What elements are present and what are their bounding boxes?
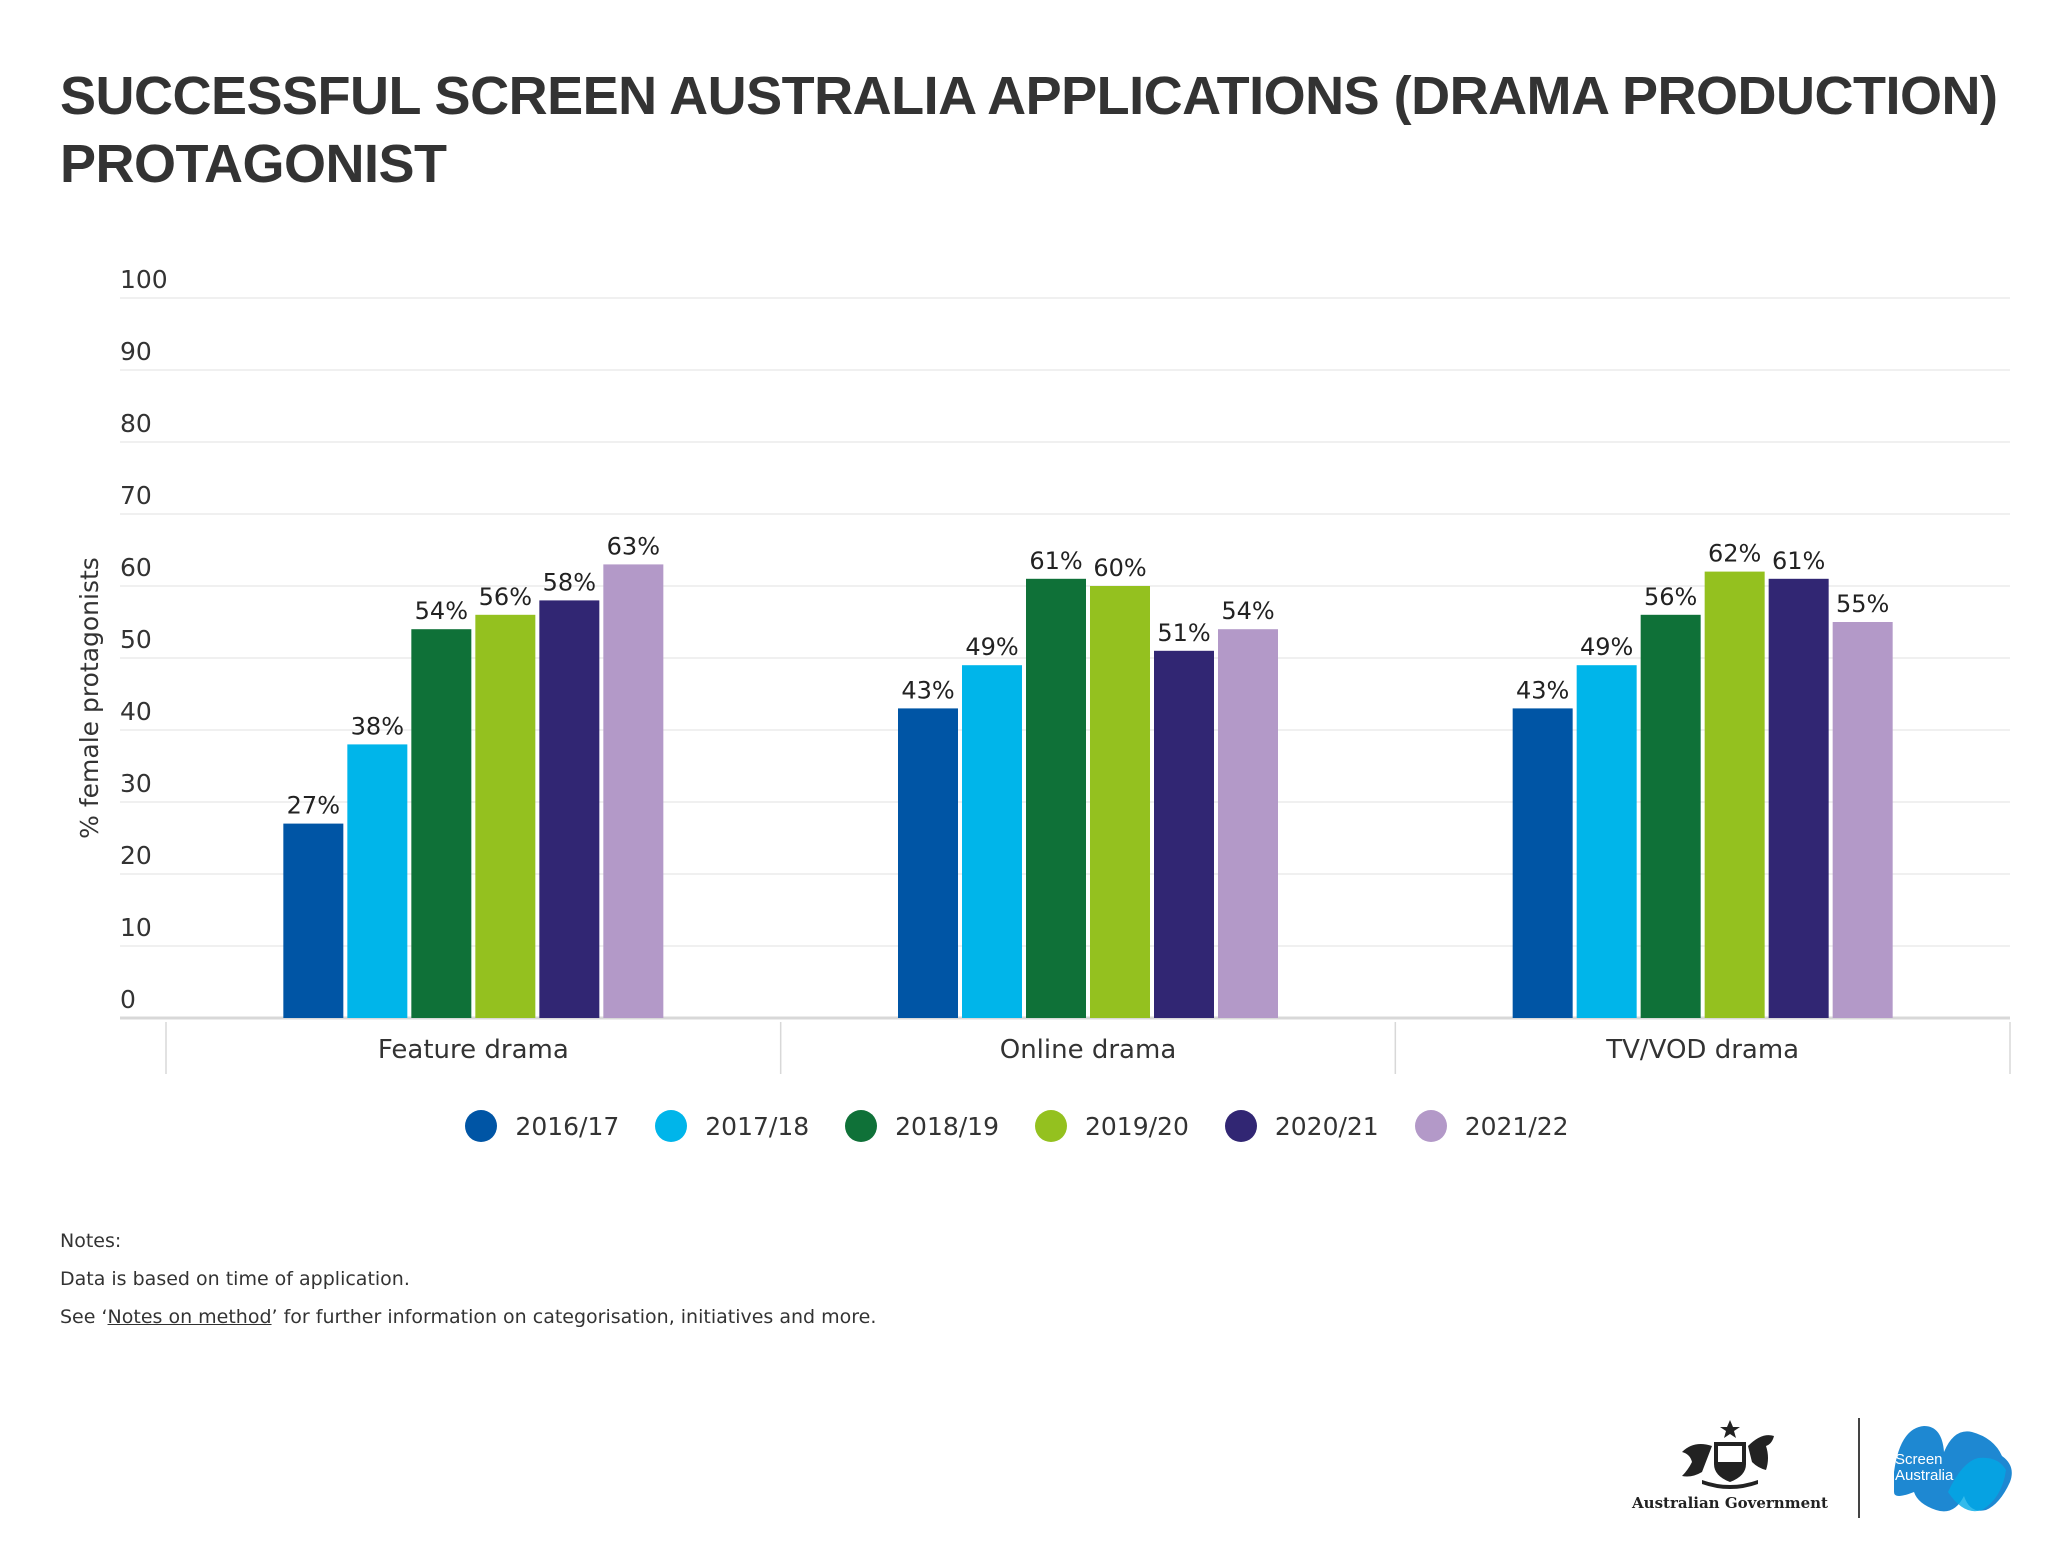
y-tick-label: 30 (120, 769, 152, 798)
data-label: 27% (287, 792, 340, 820)
data-label: 58% (543, 568, 596, 596)
notes-section: Notes: Data is based on time of applicat… (60, 1222, 876, 1336)
screen-australia-label: Screen Australia (1895, 1452, 1953, 1484)
notes-heading: Notes: (60, 1230, 122, 1252)
screen-australia-logo-icon (1894, 1426, 2012, 1512)
legend-label: 2021/22 (1464, 1111, 1569, 1141)
legend-swatch (655, 1110, 688, 1142)
bar-chart: 0 10 20 30 40 50 60 70 80 90 100 % female protagoni… (75, 265, 2011, 1074)
legend-label: 2017/18 (705, 1111, 810, 1141)
legend-swatch (845, 1110, 878, 1142)
data-label: 62% (1708, 540, 1761, 568)
bar (411, 629, 472, 1018)
legend-item: 2021/22 (1414, 1110, 1569, 1142)
legend-swatch (465, 1110, 498, 1142)
y-tick-label: 90 (120, 337, 152, 366)
data-label: 49% (965, 633, 1018, 661)
data-label: 51% (1157, 619, 1210, 647)
legend-item: 2017/18 (655, 1110, 809, 1142)
y-tick-label: 20 (120, 841, 152, 870)
y-axis-title: % female protagonists (75, 557, 104, 839)
chart-title: SUCCESSFUL SCREEN AUSTRALIA APPLICATIONS… (60, 62, 1998, 198)
bar (603, 564, 664, 1018)
legend-item: 2018/19 (845, 1110, 999, 1142)
legend-swatch (1035, 1110, 1067, 1142)
legend-item: 2019/20 (1035, 1110, 1189, 1142)
data-label: 56% (479, 583, 532, 611)
coat-of-arms-icon (1682, 1420, 1774, 1489)
bar (539, 600, 600, 1018)
x-tick-label: TV/VOD drama (1605, 1035, 1799, 1065)
bar (1704, 571, 1765, 1018)
bar (1768, 578, 1829, 1018)
data-label: 38% (351, 712, 404, 740)
y-tick-label: 80 (120, 409, 152, 438)
bar (1640, 614, 1701, 1018)
notes-line-2-prefix: See ‘ (60, 1306, 108, 1328)
notes-line-2-suffix: ’ for further information on categorisat… (271, 1306, 877, 1328)
y-tick-label: 60 (120, 553, 152, 582)
bar (1832, 622, 1893, 1018)
data-label: 56% (1644, 583, 1697, 611)
notes-on-method-link[interactable]: Notes on method (107, 1306, 272, 1328)
y-tick-label: 40 (120, 697, 152, 726)
data-label: 49% (1580, 633, 1633, 661)
bar (962, 665, 1022, 1018)
y-tick-label: 0 (120, 985, 136, 1014)
x-tick-label: Feature drama (378, 1035, 569, 1065)
legend-swatch (1414, 1110, 1447, 1142)
y-tick-label: 100 (120, 265, 168, 294)
legend-label: 2016/17 (515, 1111, 620, 1141)
data-label: 61% (1029, 547, 1082, 575)
data-label: 43% (901, 676, 954, 704)
title-line-2: PROTAGONIST (60, 134, 447, 194)
notes-line-1: Data is based on time of application. (60, 1268, 410, 1290)
chart-legend: 2016/17 2017/18 2018/19 2019/20 2020/21 2021/… (0, 1110, 2048, 1142)
bar (475, 614, 536, 1018)
x-tick-label: Online drama (1000, 1035, 1177, 1065)
notes-line-2: See ‘Notes on method’ for further inform… (60, 1298, 876, 1336)
bar (1154, 650, 1214, 1018)
bar (347, 744, 408, 1018)
legend-item: 2016/17 (465, 1110, 619, 1142)
bar (898, 708, 958, 1018)
data-label: 63% (607, 532, 660, 560)
legend-swatch (1224, 1110, 1257, 1142)
bar (1218, 629, 1278, 1018)
y-tick-label: 70 (120, 481, 152, 510)
y-tick-label: 50 (120, 625, 152, 654)
data-label: 54% (1221, 597, 1274, 625)
logo-divider (1858, 1418, 1860, 1518)
bar (283, 823, 344, 1018)
footer-logos: Australian Government Screen Australia (1630, 1418, 2020, 1528)
sa-line-2: Australia (1895, 1467, 1954, 1484)
bar (1512, 708, 1573, 1018)
title-line-1: SUCCESSFUL SCREEN AUSTRALIA APPLICATIONS… (60, 66, 1998, 126)
legend-label: 2019/20 (1085, 1111, 1189, 1141)
data-label: 54% (415, 597, 468, 625)
data-label: 55% (1836, 590, 1889, 618)
legend-item: 2020/21 (1224, 1110, 1379, 1142)
legend-label: 2020/21 (1274, 1111, 1379, 1141)
sa-line-1: Screen (1895, 1451, 1943, 1468)
legend-label: 2018/19 (895, 1111, 999, 1141)
data-label: 43% (1516, 676, 1569, 704)
bar (1026, 578, 1086, 1018)
data-label: 60% (1093, 554, 1146, 582)
australian-government-label: Australian Government (1632, 1494, 1828, 1512)
y-tick-label: 10 (120, 913, 152, 942)
data-label: 61% (1772, 547, 1825, 575)
bar (1090, 586, 1150, 1018)
bar (1576, 665, 1637, 1018)
